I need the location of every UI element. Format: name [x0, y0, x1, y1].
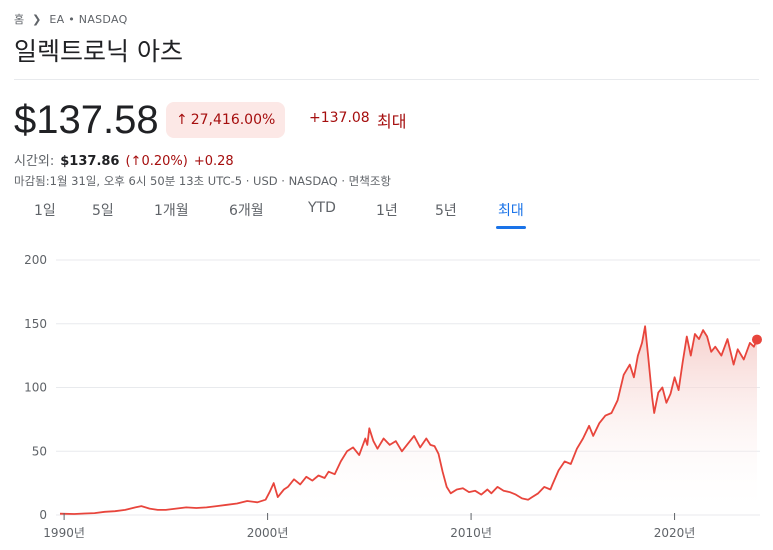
y-tick-label: 0 — [39, 508, 47, 522]
x-axis: 1990년 2000년 2010년 2020년 — [43, 513, 695, 540]
header-divider — [14, 79, 759, 80]
x-tick-label: 2000년 — [247, 526, 289, 540]
after-hours-percent: (↑0.20%) — [125, 154, 188, 169]
y-axis-labels: 0 50 100 150 200 — [24, 253, 47, 522]
company-name: 일렉트로닉 아츠 — [14, 37, 183, 66]
market-status: 마감됨:1월 31일, 오후 6시 50분 13초 UTC-5 · USD · … — [14, 174, 391, 188]
price-area — [60, 326, 757, 515]
chevron-right-icon: ❯ — [32, 12, 42, 26]
breadcrumb-ticker[interactable]: EA • NASDAQ — [49, 12, 128, 26]
x-tick-label: 1990년 — [43, 526, 85, 540]
y-tick-label: 200 — [24, 253, 47, 267]
price-chart[interactable]: 0 50 100 150 200 1990년 2000년 2010년 2020년 — [0, 240, 773, 550]
tab-1d[interactable]: 1일 — [34, 203, 56, 219]
after-hours-price: $137.86 — [60, 154, 120, 169]
current-price-marker[interactable] — [751, 334, 762, 345]
after-hours-label: 시간외: — [14, 154, 55, 169]
x-tick-label: 2020년 — [654, 526, 696, 540]
tab-6m[interactable]: 6개월 — [229, 203, 264, 219]
tab-max[interactable]: 최대 — [496, 200, 526, 229]
range-label: 최대 — [377, 112, 407, 131]
y-tick-label: 100 — [24, 381, 47, 395]
after-hours-change: +0.28 — [193, 154, 234, 169]
arrow-up-icon: ↑ — [176, 112, 188, 128]
tab-ytd[interactable]: YTD — [308, 200, 336, 216]
breadcrumb: 홈 ❯ EA • NASDAQ — [14, 11, 128, 27]
breadcrumb-home[interactable]: 홈 — [14, 13, 25, 26]
tab-1m[interactable]: 1개월 — [154, 203, 189, 219]
change-absolute: +137.08 — [309, 110, 370, 126]
price-line — [59, 325, 758, 515]
current-price: $137.58 — [14, 98, 159, 142]
tab-5y[interactable]: 5년 — [435, 203, 457, 219]
tab-5d[interactable]: 5일 — [92, 203, 114, 219]
after-hours: 시간외: $137.86 (↑0.20%) +0.28 — [14, 150, 234, 169]
tab-1y[interactable]: 1년 — [376, 203, 398, 219]
change-percent: 27,416.00% — [190, 112, 276, 128]
y-tick-label: 50 — [32, 444, 47, 458]
y-tick-label: 150 — [24, 317, 47, 331]
change-percent-badge: ↑ 27,416.00% — [166, 102, 286, 138]
x-tick-label: 2010년 — [450, 526, 492, 540]
